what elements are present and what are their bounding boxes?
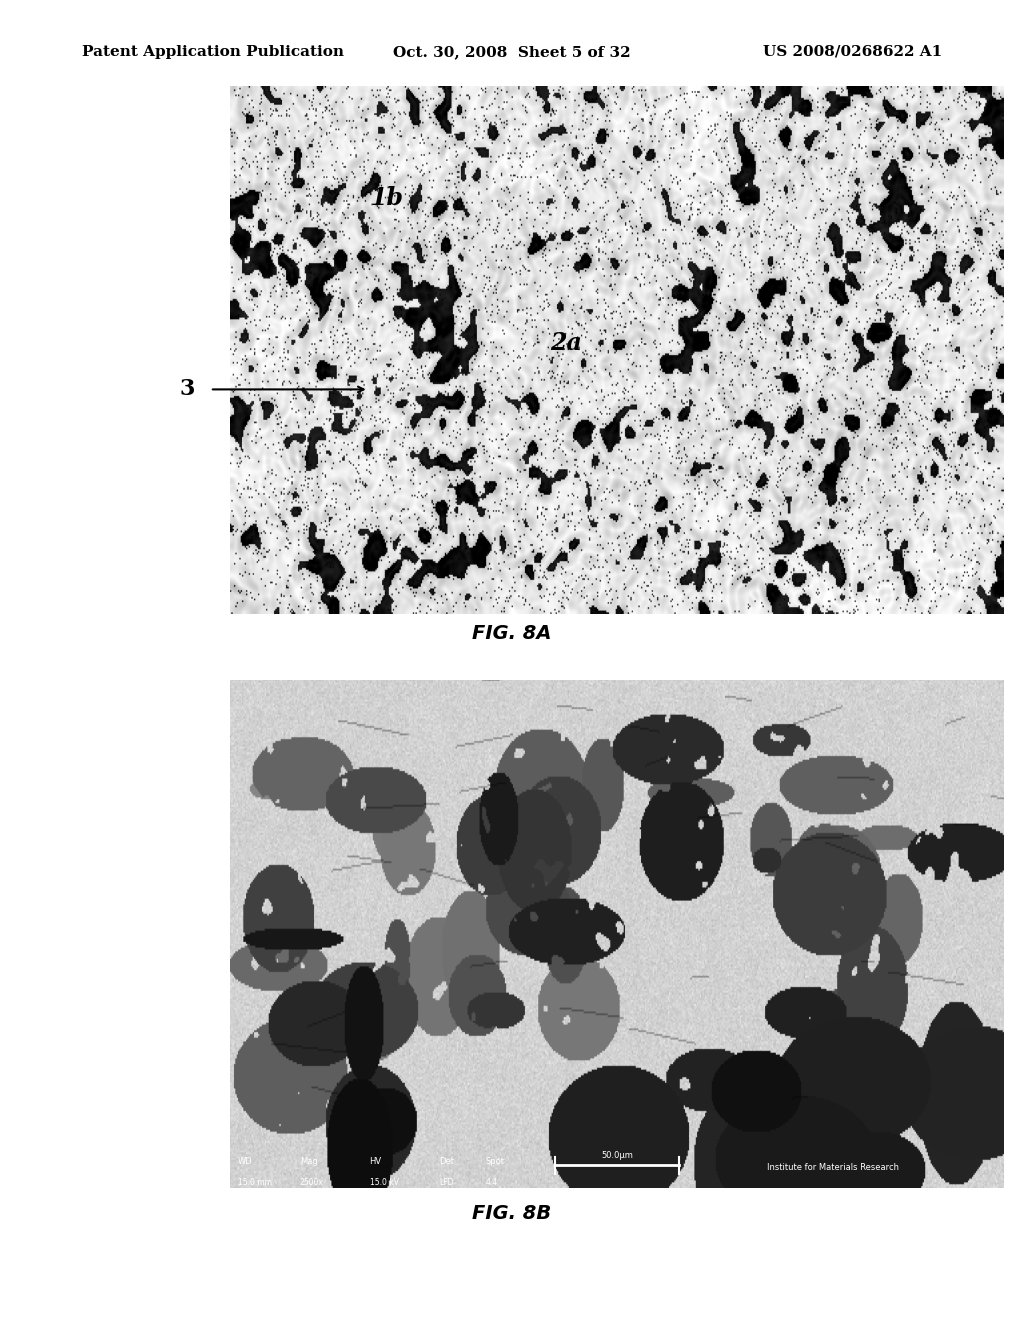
Text: Spot: Spot <box>485 1158 505 1166</box>
Text: Det: Det <box>439 1158 454 1166</box>
Text: 3: 3 <box>179 379 195 400</box>
Text: Oct. 30, 2008  Sheet 5 of 32: Oct. 30, 2008 Sheet 5 of 32 <box>393 45 631 59</box>
Text: FIG. 8B: FIG. 8B <box>472 1204 552 1222</box>
Text: 15.0 mm: 15.0 mm <box>239 1177 272 1187</box>
Text: 2500x: 2500x <box>300 1177 324 1187</box>
Text: 15.0 kV: 15.0 kV <box>370 1177 398 1187</box>
Text: LFD: LFD <box>439 1177 454 1187</box>
Text: Institute for Materials Research: Institute for Materials Research <box>767 1163 899 1172</box>
Text: Mag: Mag <box>300 1158 317 1166</box>
Text: 50.0μm: 50.0μm <box>601 1151 633 1160</box>
Text: WD: WD <box>239 1158 253 1166</box>
Text: 1b: 1b <box>371 186 403 210</box>
Text: US 2008/0268622 A1: US 2008/0268622 A1 <box>763 45 942 59</box>
Text: 2a: 2a <box>550 331 582 355</box>
Text: 4.4: 4.4 <box>485 1177 498 1187</box>
Text: FIG. 8A: FIG. 8A <box>472 624 552 643</box>
Text: HV: HV <box>370 1158 382 1166</box>
Text: Patent Application Publication: Patent Application Publication <box>82 45 344 59</box>
